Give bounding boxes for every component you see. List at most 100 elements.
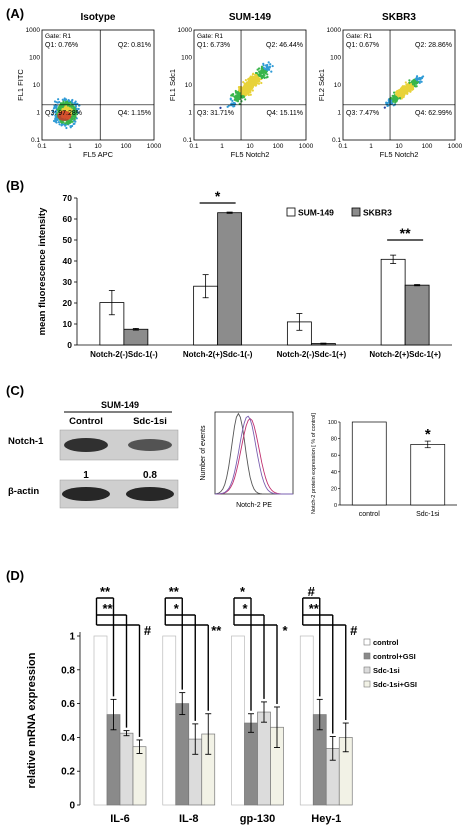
flow-event-dot [74, 116, 77, 119]
flow-event-dot [266, 73, 269, 76]
flow-event-dot [260, 81, 263, 85]
flow-event-dot [236, 92, 239, 95]
flow-plot-2: SUM-149 Gate: R1 Q1: 6.73% Q2: 46.44% Q3: 31… [168, 12, 314, 159]
chart-c: 0 20 40 60 80 100 Notch-2 protein expression [… [311, 413, 457, 518]
flow-event-dot [397, 89, 400, 92]
flow-event-dot [257, 74, 261, 77]
flow-event-dot [251, 87, 254, 90]
flow-event-dot [267, 61, 270, 64]
flow-event-dot [52, 107, 56, 110]
y-tick-label: 10 [334, 82, 342, 89]
x-tick-label: 1000 [299, 143, 314, 150]
legend-label: SUM-149 [298, 208, 334, 218]
flow-event-dot [251, 73, 255, 76]
flow-event-dot [262, 64, 265, 67]
flow-event-dot [252, 82, 255, 85]
q4-label: Q4: 15.11% [267, 110, 303, 117]
gate-label: Gate: R1 [197, 33, 223, 40]
flow-event-dot [72, 122, 75, 126]
flow-event-dot [71, 124, 74, 128]
flow-event-dot [391, 94, 394, 97]
bar-control [93, 635, 108, 806]
flow-event-dot [77, 107, 80, 111]
y-tick-label: 100 [181, 55, 192, 62]
flow-event-dot [252, 75, 256, 79]
flow-event-dot [267, 66, 270, 69]
flow-event-dot [401, 89, 404, 92]
flow-event-dot [236, 90, 240, 93]
x-tick-label: IL-6 [110, 813, 130, 825]
flow-event-dot [253, 73, 257, 77]
flow-event-dot [393, 91, 396, 94]
sig-marker: ** [211, 623, 222, 638]
flow-event-dot [77, 111, 80, 114]
flow-event-dot [64, 124, 67, 127]
flow-x-axis-label: FL5 Notch2 [231, 150, 270, 159]
flow-event-dot [260, 65, 264, 68]
sig-marker: * [242, 601, 248, 616]
bar-control [231, 635, 245, 806]
bar-Sdc-1si [410, 444, 446, 506]
flow-event-dot [56, 117, 59, 120]
sig-marker: # [308, 584, 316, 599]
x-tick-label: Notch-2(+)Sdc-1(-) [183, 350, 253, 359]
gate-label: Gate: R1 [346, 33, 372, 40]
flow-event-dot [55, 107, 58, 110]
x-tick-label: 10 [94, 143, 102, 150]
flow-event-dot [392, 96, 396, 99]
flow-event-dot [237, 94, 240, 97]
legend-swatch [286, 207, 296, 217]
y-tick-label: 0.1 [332, 137, 341, 144]
x-tick-label: Notch-2(-)Sdc-1(-) [90, 350, 158, 359]
flow-event-dot [229, 97, 232, 100]
flow-event-dot [56, 101, 59, 104]
sig-marker: ** [100, 584, 111, 599]
flow-event-dot [412, 81, 415, 84]
bar-control [299, 635, 314, 806]
bar-control+GSI [244, 722, 258, 806]
x-tick-label: 1 [220, 143, 224, 150]
panel-c-label: (C) [6, 383, 24, 398]
flow-event-dot [238, 102, 241, 105]
flow-event-dot [398, 91, 401, 94]
flow-event-dot [243, 90, 247, 93]
y-tick-label: 0 [334, 503, 337, 509]
flow-event-dot [250, 84, 254, 87]
flow-event-dot [70, 109, 73, 112]
flow-event-dot [54, 120, 57, 123]
y-tick-label: 100 [330, 55, 341, 62]
flow-event-dot [249, 90, 252, 94]
flow-event-dot [390, 102, 393, 105]
x-tick-label: 1 [68, 143, 72, 150]
flow-event-dot [404, 92, 407, 95]
flow-event-dot [242, 85, 246, 88]
flow-event-dot [63, 98, 66, 101]
flow-event-dot [71, 110, 74, 113]
flow-event-dot [247, 77, 251, 80]
legend-label: Sdc-1si+GSI [373, 680, 417, 689]
x-tick-label: 0.1 [338, 143, 347, 150]
flow-event-dot [231, 93, 234, 96]
x-tick-label: 100 [273, 143, 284, 150]
flow-event-dot [258, 80, 261, 83]
y-tick-label: 0 [67, 340, 72, 350]
flow-event-dot [255, 77, 259, 80]
y-tick-label: 60 [331, 453, 337, 459]
sig-marker: # [144, 623, 152, 638]
flow-event-dot [55, 109, 58, 112]
flow-event-dot [242, 93, 245, 96]
flow-event-dot [271, 64, 274, 68]
flow-event-dot [270, 70, 273, 73]
y-tick-label: 0.2 [61, 767, 75, 778]
x-tick-label: 1 [369, 143, 373, 150]
flow-event-dot [235, 94, 238, 97]
sig-marker: ** [169, 584, 180, 599]
flow-event-dot [237, 96, 240, 99]
flow-event-dot [54, 118, 57, 121]
flow-event-dot [58, 123, 61, 126]
blot-row1-label: Notch-1 [8, 436, 44, 447]
flow-event-dot [244, 93, 248, 96]
panel-c-content: SUM-149 Control Sdc-1si Notch-1 β-actin … [8, 400, 457, 518]
flow-event-dot [383, 106, 386, 109]
